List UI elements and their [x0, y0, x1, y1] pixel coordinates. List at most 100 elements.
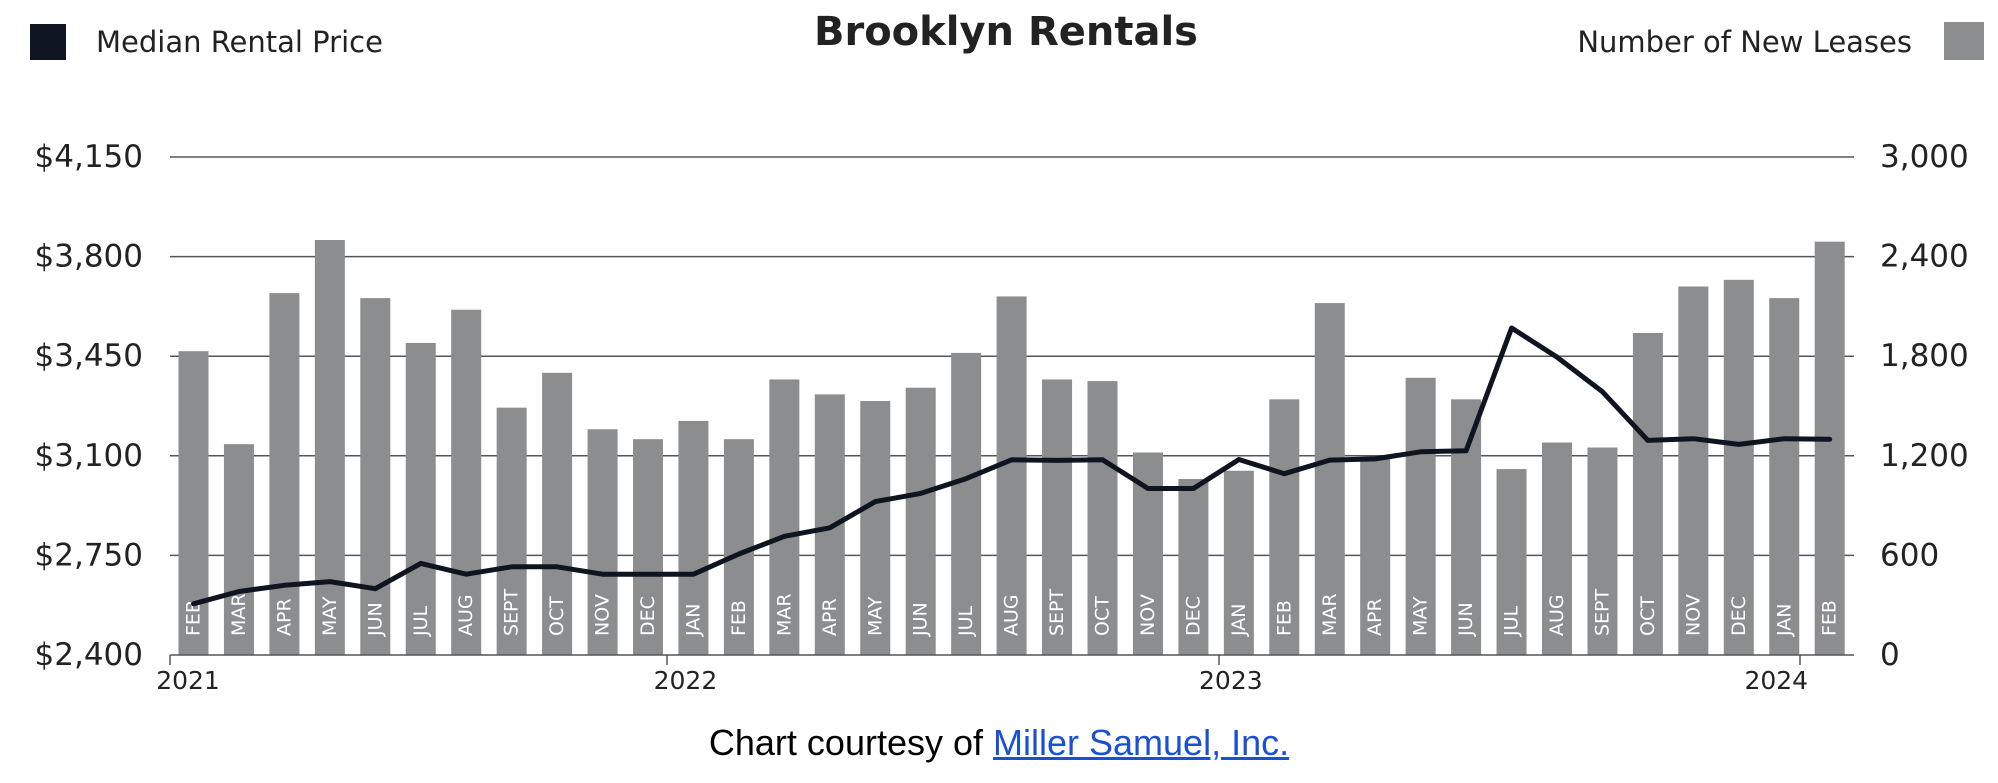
category-label: MAY: [1410, 596, 1432, 636]
legend-swatch-price: [30, 24, 66, 60]
bar: [769, 379, 800, 655]
bar: [1678, 286, 1709, 655]
category-label: NOV: [1682, 594, 1704, 636]
bar: [496, 407, 527, 655]
bar: [542, 372, 573, 655]
bar: [1814, 241, 1845, 655]
year-label: 2024: [1744, 666, 1808, 695]
footer-credit: Chart courtesy of Miller Samuel, Inc.: [0, 722, 1998, 764]
bar: [996, 296, 1027, 655]
bar: [1223, 470, 1254, 655]
category-label: MAR: [773, 593, 795, 636]
chart: Median Rental Price Brooklyn Rentals Num…: [30, 9, 1984, 695]
y-tick-right: 0: [1880, 637, 1900, 673]
legend-swatch-leases: [1944, 22, 1984, 60]
x-axis-categories: FEB MAR APR MAY JUN JUL AUG SEPT OCT NOV DEC JAN FEB…: [183, 588, 1841, 637]
category-label: NOV: [592, 594, 614, 636]
bar: [1451, 399, 1482, 655]
category-label: JUL: [410, 605, 432, 637]
category-label: DEC: [1728, 596, 1750, 636]
bar: [1587, 447, 1618, 655]
y-tick-left: $3,450: [35, 338, 143, 374]
y-tick-left: $4,150: [35, 139, 143, 175]
legend-label-price: Median Rental Price: [96, 25, 383, 59]
bar: [360, 298, 391, 655]
category-label: FEB: [728, 600, 750, 636]
bar: [678, 420, 709, 655]
price-line: [191, 325, 1833, 607]
y-tick-right: 1,800: [1880, 338, 1969, 374]
chart-title: Brooklyn Rentals: [814, 9, 1198, 55]
category-label: AUG: [1001, 594, 1023, 636]
bar: [587, 429, 618, 655]
y-axis-right: 3,000 2,400 1,800 1,200 600 0: [1880, 139, 1969, 673]
line-series: [191, 325, 1833, 607]
bar: [1405, 377, 1436, 655]
category-label: JAN: [1773, 604, 1795, 637]
category-label: SEPT: [1591, 588, 1613, 636]
category-label: SEPT: [1046, 588, 1068, 636]
bar: [951, 352, 982, 655]
bar: [1542, 442, 1572, 655]
category-label: AUG: [1546, 594, 1568, 636]
category-label: OCT: [546, 596, 568, 636]
bar: [723, 439, 754, 655]
bar: [860, 401, 891, 655]
category-label: NOV: [1137, 594, 1159, 636]
category-label: APR: [1364, 598, 1386, 636]
category-label: JAN: [682, 604, 704, 637]
y-tick-left: $3,100: [35, 438, 143, 474]
bar: [1496, 469, 1527, 655]
category-label: MAR: [228, 593, 250, 636]
category-label: DEC: [1182, 596, 1204, 636]
year-label: 2021: [156, 666, 220, 695]
footer-prefix: Chart courtesy of: [708, 722, 994, 763]
category-label: JUL: [1501, 605, 1523, 637]
category-label: FEB: [1273, 600, 1295, 636]
category-label: JUN: [364, 602, 386, 637]
bar: [1360, 457, 1391, 655]
bar: [905, 387, 936, 655]
y-tick-right: 1,200: [1880, 438, 1969, 474]
year-label: 2022: [654, 666, 718, 695]
category-label: OCT: [1092, 596, 1114, 636]
category-label: JUL: [955, 605, 977, 637]
bar: [223, 444, 254, 655]
bar: [1042, 379, 1073, 655]
y-tick-right: 2,400: [1880, 239, 1969, 275]
y-axis-left: $4,150 $3,800 $3,450 $3,100 $2,750 $2,400: [35, 139, 143, 673]
category-label: JUN: [910, 602, 932, 637]
bar: [1723, 279, 1754, 655]
year-label: 2023: [1199, 666, 1263, 695]
y-tick-left: $2,400: [35, 637, 143, 673]
category-label: JUN: [1455, 602, 1477, 637]
bar: [1178, 479, 1209, 655]
category-label: FEB: [1819, 600, 1841, 636]
category-label: OCT: [1637, 596, 1659, 636]
bar: [314, 240, 345, 655]
y-tick-left: $2,750: [35, 537, 143, 573]
category-label: SEPT: [501, 588, 523, 636]
category-label: MAY: [319, 596, 341, 636]
bar: [451, 309, 482, 655]
category-label: AUG: [455, 594, 477, 636]
category-label: MAR: [1319, 593, 1341, 636]
category-label: APR: [273, 598, 295, 636]
category-label: JAN: [1228, 604, 1250, 637]
bar: [633, 439, 663, 655]
bar: [269, 293, 300, 655]
y-tick-right: 600: [1880, 537, 1939, 573]
category-label: FEB: [183, 600, 205, 636]
x-axis: 2021 2022 2023 2024: [156, 654, 1854, 695]
y-tick-right: 3,000: [1880, 139, 1969, 175]
bar: [1314, 303, 1345, 655]
bar: [1269, 399, 1300, 655]
bar: [405, 342, 436, 655]
category-label: DEC: [637, 596, 659, 636]
category-label: APR: [819, 598, 841, 636]
bar: [1632, 332, 1663, 655]
footer-link[interactable]: Miller Samuel, Inc.: [993, 722, 1290, 763]
bar: [1087, 381, 1118, 655]
bar: [1769, 298, 1800, 655]
bar-series: [178, 240, 1845, 655]
